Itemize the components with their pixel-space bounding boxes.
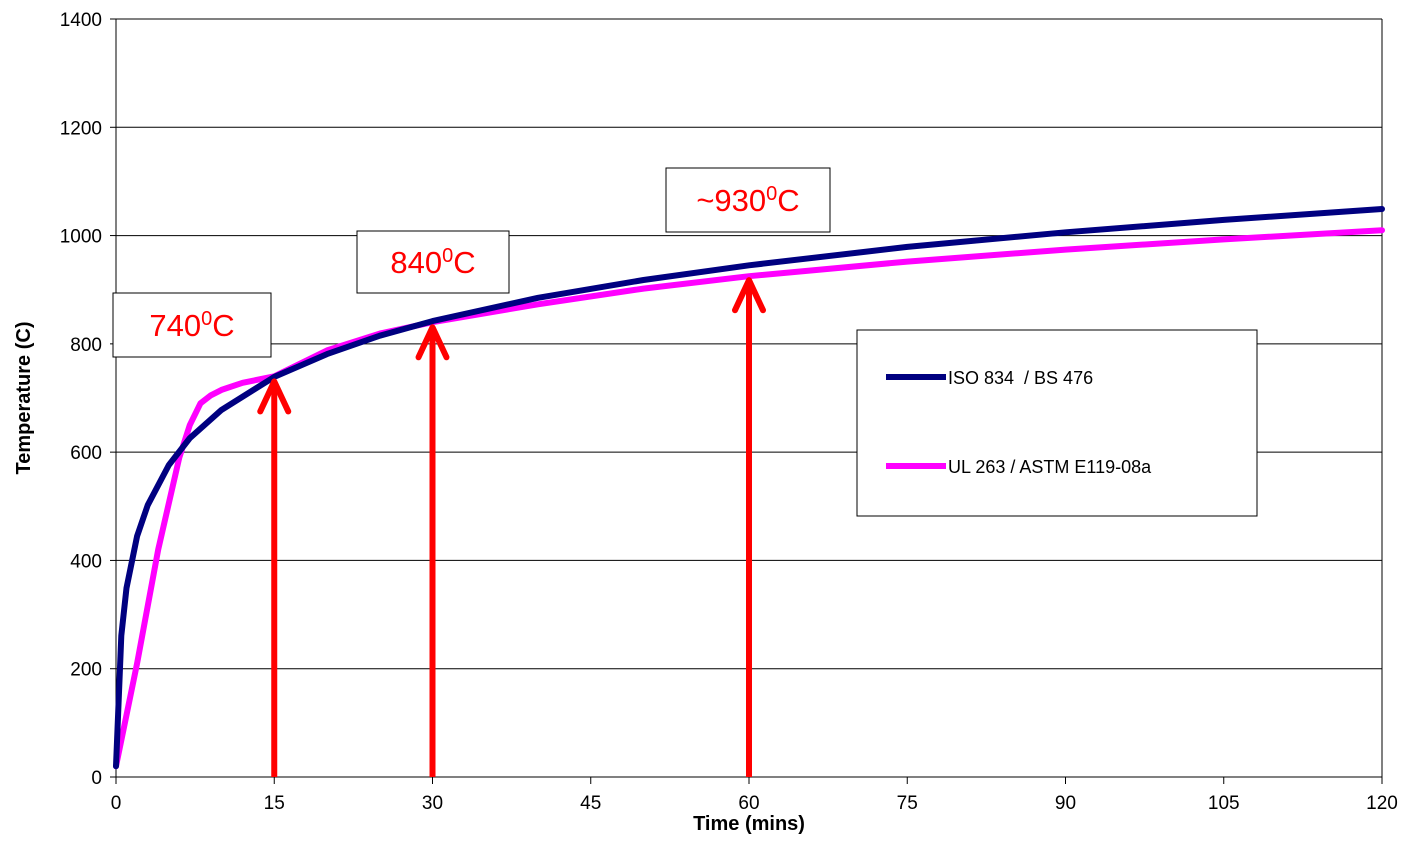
x-tick-label: 15 [264, 793, 285, 814]
x-tick-label: 120 [1366, 793, 1398, 814]
annotation-box [665, 167, 831, 233]
axis-labels: Time (mins) Temperature (C) [13, 322, 805, 836]
legend: ISO 834 / BS 476 UL 263 / ASTM E119-08a [856, 329, 1258, 517]
x-tick-label: 45 [580, 793, 601, 814]
y-tick-label: 1000 [60, 227, 102, 248]
x-tick-label: 90 [1055, 793, 1076, 814]
x-axis-title: Time (mins) [693, 813, 805, 835]
annotation-arrow-head [415, 324, 450, 361]
x-tick-label: 0 [111, 793, 122, 814]
y-tick-label: 600 [70, 443, 102, 464]
y-tick-label: 0 [91, 768, 102, 789]
x-tick-label: 60 [738, 793, 759, 814]
x-tick-label: 75 [897, 793, 918, 814]
y-axis-title: Temperature (C) [13, 322, 35, 475]
y-tick-label: 800 [70, 335, 102, 356]
series-line-iso834 [113, 206, 1385, 770]
annotation-label: 8400C [390, 245, 475, 280]
y-tick-label: 400 [70, 551, 102, 572]
annotation-label: ~9300C [696, 183, 799, 218]
series-layer [113, 206, 1385, 770]
legend-box [856, 329, 1258, 517]
legend-label-ul: UL 263 / ASTM E119-08a [948, 457, 1152, 477]
annotation-arrow-head [732, 277, 766, 314]
x-tick-label: 105 [1208, 793, 1240, 814]
y-tick-label: 200 [70, 660, 102, 681]
y-tick-label: 1200 [60, 118, 102, 139]
x-tick-label: 30 [422, 793, 443, 814]
annotation-arrow-head [257, 378, 292, 415]
y-tick-label: 1400 [60, 10, 102, 31]
legend-label-iso: ISO 834 / BS 476 [948, 368, 1093, 388]
annotation-box [356, 230, 510, 294]
annotation-layer: 7400C 8400C ~9300C [112, 167, 831, 777]
annotation-label: 7400C [149, 308, 234, 343]
annotation-box [112, 292, 272, 358]
